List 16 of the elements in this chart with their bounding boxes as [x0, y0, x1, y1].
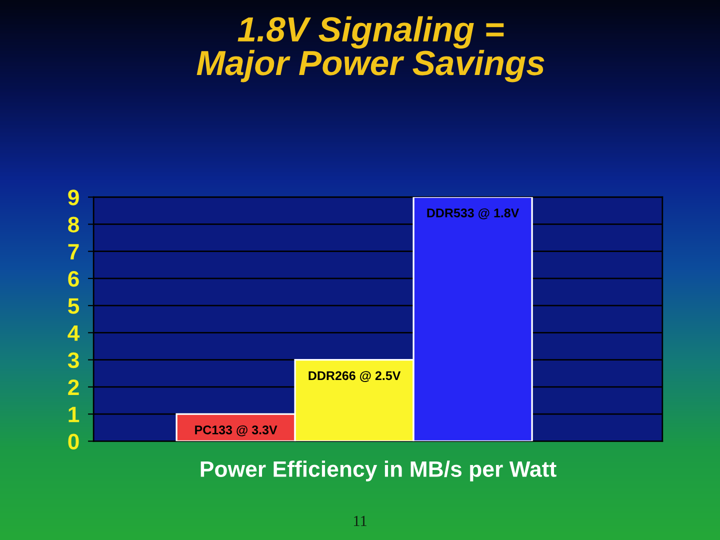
y-tick-label: 6 — [68, 270, 79, 287]
x-tick-label: DDR533 @ 1.8V — [427, 208, 520, 220]
y-tick-label: 9 — [68, 190, 79, 206]
chart-title: 1.8V Signaling = Major Power Savings — [196, 16, 544, 82]
y-tick-label: 8 — [68, 216, 80, 232]
y-tick-label: 5 — [68, 298, 80, 314]
y-tick-label: 0 — [68, 434, 79, 450]
text: 11 — [354, 516, 366, 526]
y-tick-label: 7 — [68, 244, 79, 260]
y-tick-label: 4 — [68, 325, 80, 341]
x-tick-label: PC133 @ 3.3V — [195, 425, 278, 436]
x-tick-label: DDR266 @ 2.5V — [308, 371, 401, 382]
x-axis-title: Power Efficiency in MB/s per Watt — [200, 460, 556, 482]
y-tick-label: 2 — [68, 379, 79, 395]
y-tick-label: 1 — [68, 406, 80, 422]
y-tick-label: 3 — [68, 352, 79, 368]
